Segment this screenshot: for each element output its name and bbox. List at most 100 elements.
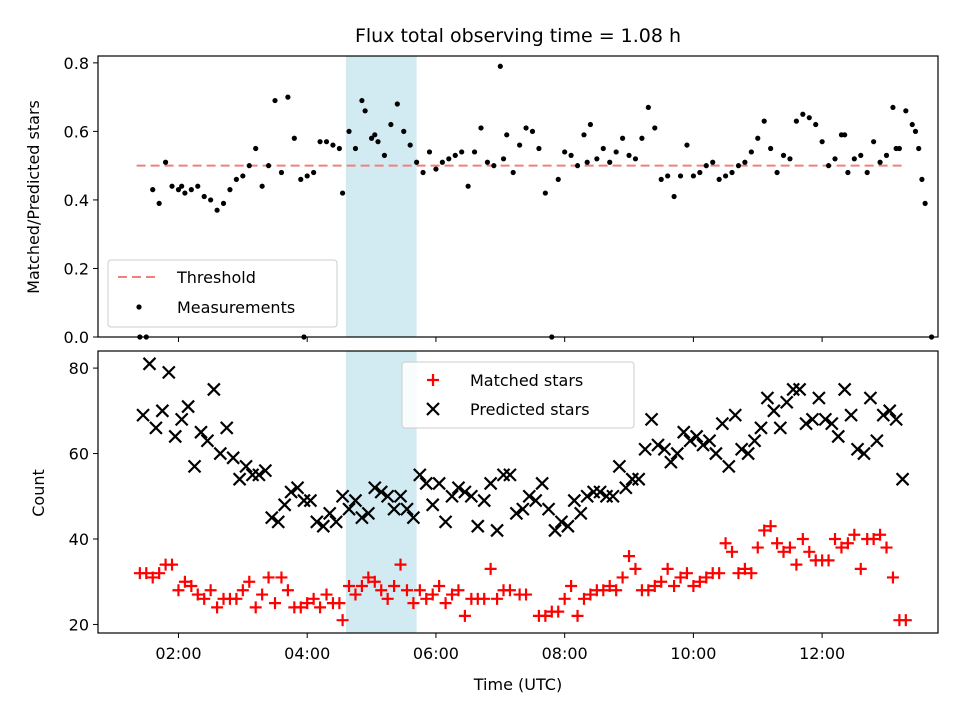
measurement-point xyxy=(317,139,323,145)
measurement-point xyxy=(240,173,246,179)
predicted-stars-point xyxy=(400,502,414,516)
measurement-point xyxy=(619,135,626,141)
matched-stars-point xyxy=(687,580,700,592)
x-tick-label: 10:00 xyxy=(670,644,716,663)
predicted-stars-point xyxy=(303,493,318,508)
matched-stars-point xyxy=(726,545,739,558)
bottom-legend: Matched stars Predicted stars xyxy=(401,361,635,429)
matched-stars-point xyxy=(616,571,629,584)
predicted-stars-point xyxy=(728,408,743,422)
predicted-stars-point xyxy=(322,506,337,521)
matched-stars-point xyxy=(751,541,764,554)
matched-legend-swatch xyxy=(427,374,439,386)
matched-stars-point xyxy=(771,537,784,550)
predicted-stars-point xyxy=(149,421,163,435)
matched-stars-point xyxy=(565,580,578,592)
measurement-point xyxy=(459,149,465,155)
matched-stars-point xyxy=(394,558,407,571)
predicted-stars-point xyxy=(168,429,183,444)
matched-stars-point xyxy=(236,584,249,597)
predicted-stars-point xyxy=(799,416,813,431)
predicted-stars-point xyxy=(786,382,800,397)
predicted-stars-point xyxy=(297,493,311,508)
measurement-point xyxy=(478,125,484,131)
chart-title: Flux total observing time = 1.08 h xyxy=(355,25,681,47)
measurement-point xyxy=(311,169,317,176)
matched-stars-point xyxy=(758,524,771,537)
matched-stars-point xyxy=(452,584,465,597)
predicted-stars-point xyxy=(458,485,472,499)
matched-stars-point xyxy=(603,580,616,592)
predicted-stars-point xyxy=(676,425,691,439)
y-tick-label: 0.8 xyxy=(64,54,89,73)
measurement-point xyxy=(768,145,774,152)
measurement-point xyxy=(919,176,925,182)
predicted-stars-point xyxy=(696,438,710,452)
predicted-stars-point xyxy=(644,412,659,427)
predicted-stars-point xyxy=(348,493,363,508)
matched-stars-point xyxy=(783,541,796,554)
measurement-point xyxy=(330,142,336,148)
predicted-stars-point xyxy=(747,433,762,448)
predicted-stars-point xyxy=(715,416,730,431)
measurement-point xyxy=(352,145,359,152)
predicted-stars-point xyxy=(541,502,556,516)
measurement-point xyxy=(690,173,697,179)
y-tick-label: 80 xyxy=(69,359,89,378)
predicted-stars-point xyxy=(792,382,807,397)
predicted-stars-point xyxy=(174,412,189,427)
measurement-point xyxy=(806,115,812,121)
measurement-point xyxy=(909,121,915,128)
measurement-point xyxy=(819,139,825,145)
matched-stars-point xyxy=(256,588,269,601)
predicted-stars-point xyxy=(812,391,826,405)
measurement-point xyxy=(233,176,239,182)
measurement-point xyxy=(208,197,214,203)
predicted-stars-point xyxy=(516,502,530,516)
measurement-point xyxy=(195,183,201,189)
matched-stars-point xyxy=(211,601,224,614)
x-tick-label: 02:00 xyxy=(155,644,201,663)
y-tick-label: 40 xyxy=(69,530,89,549)
measurement-point xyxy=(639,135,645,141)
measurement-point xyxy=(858,152,864,158)
measurement-point xyxy=(922,200,928,206)
measurement-point xyxy=(825,163,832,169)
predicted-stars-point xyxy=(200,433,215,448)
predicted-stars-point xyxy=(554,515,569,529)
x-axis-label: Time (UTC) xyxy=(473,675,562,694)
measurement-point xyxy=(613,149,619,155)
predicted-stars-point xyxy=(702,433,717,448)
top-x-ticks xyxy=(177,337,823,342)
predicted-stars-point xyxy=(387,502,401,516)
measurement-point xyxy=(362,108,368,114)
measurement-point xyxy=(452,152,458,158)
measurement-point xyxy=(645,104,651,111)
x-tick-label: 06:00 xyxy=(413,644,459,663)
matched-stars-point xyxy=(552,605,565,618)
measurement-point xyxy=(722,173,729,179)
matched-stars-point xyxy=(333,597,346,610)
matched-stars-point xyxy=(355,580,368,592)
predicted-stars-point xyxy=(155,404,170,418)
measurement-point xyxy=(916,145,922,152)
matched-stars-point xyxy=(375,584,388,597)
predicted-stars-point xyxy=(528,493,543,508)
predicted-stars-point xyxy=(207,382,221,397)
matched-stars-point xyxy=(281,584,294,597)
measurement-point xyxy=(298,176,304,182)
measurement-point xyxy=(813,121,819,128)
measurement-point xyxy=(671,193,677,200)
measurement-point xyxy=(903,108,909,114)
matched-stars-point xyxy=(185,580,198,592)
measurement-point xyxy=(748,149,754,155)
predicted-stars-point xyxy=(361,506,376,521)
measurement-point xyxy=(150,187,156,193)
predicted-stars-point xyxy=(754,421,768,435)
predicted-stars-point xyxy=(355,510,369,525)
matched-stars-point xyxy=(558,592,571,605)
predicted-stars-point xyxy=(683,433,697,448)
matched-stars-point xyxy=(446,588,459,601)
